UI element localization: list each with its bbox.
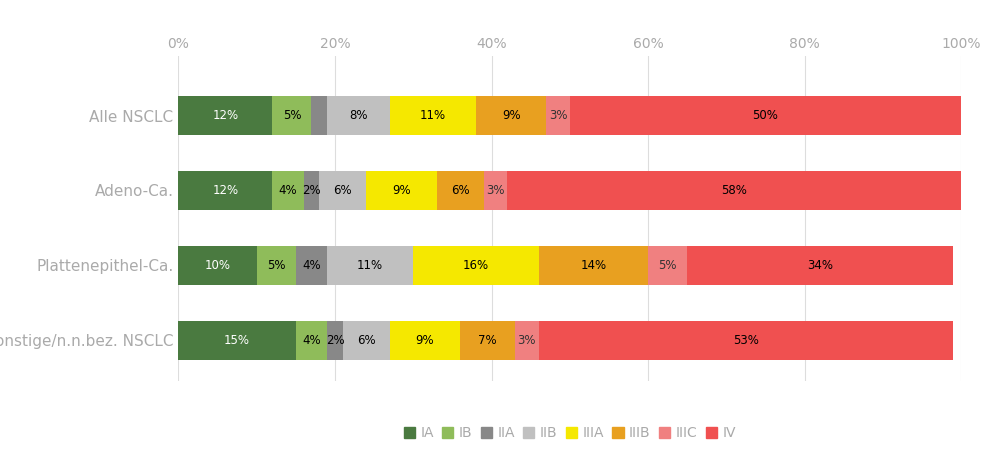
Bar (273, 171, 303, 210)
Bar (303, 171, 319, 210)
Bar (257, 246, 295, 285)
Bar (311, 96, 327, 135)
Text: 6%: 6% (451, 184, 470, 197)
Text: 14%: 14% (581, 259, 606, 272)
Bar (273, 96, 311, 135)
Bar (367, 171, 437, 210)
Text: 34%: 34% (808, 259, 833, 272)
Bar (570, 96, 961, 135)
Text: 9%: 9% (392, 184, 411, 197)
Text: 9%: 9% (501, 109, 520, 122)
Bar (327, 246, 413, 285)
Bar (437, 171, 484, 210)
Bar (538, 321, 953, 359)
Text: 50%: 50% (752, 109, 779, 122)
Text: 6%: 6% (357, 334, 376, 346)
Text: 4%: 4% (278, 184, 297, 197)
Bar (327, 96, 389, 135)
Text: 5%: 5% (658, 259, 677, 272)
Bar (515, 321, 538, 359)
Text: 10%: 10% (204, 259, 231, 272)
Bar (546, 96, 570, 135)
Text: 3%: 3% (487, 184, 504, 197)
Bar (178, 246, 257, 285)
Text: 11%: 11% (357, 259, 384, 272)
Bar (484, 171, 507, 210)
Text: 3%: 3% (549, 109, 567, 122)
Legend: IA, IB, IIA, IIB, IIIA, IIIB, IIIC, IV: IA, IB, IIA, IIB, IIIA, IIIB, IIIC, IV (398, 421, 741, 446)
Bar (507, 171, 961, 210)
Bar (295, 321, 327, 359)
Bar (389, 321, 460, 359)
Text: 2%: 2% (302, 184, 321, 197)
Bar (319, 171, 367, 210)
Text: 16%: 16% (463, 259, 489, 272)
Bar (476, 96, 546, 135)
Text: 8%: 8% (349, 109, 368, 122)
Bar (178, 321, 295, 359)
Text: 58%: 58% (721, 184, 747, 197)
Text: 3%: 3% (517, 334, 536, 346)
Bar (648, 246, 688, 285)
Text: 7%: 7% (479, 334, 496, 346)
Text: 9%: 9% (415, 334, 434, 346)
Bar (413, 246, 538, 285)
Bar (460, 321, 515, 359)
Text: 5%: 5% (267, 259, 285, 272)
Text: 4%: 4% (302, 334, 321, 346)
Bar (295, 246, 327, 285)
Text: 5%: 5% (282, 109, 301, 122)
Bar (178, 171, 273, 210)
Text: 6%: 6% (334, 184, 352, 197)
Bar (538, 246, 648, 285)
Bar (687, 246, 953, 285)
Text: 12%: 12% (212, 109, 239, 122)
Text: 2%: 2% (326, 334, 344, 346)
Text: 12%: 12% (212, 184, 239, 197)
Bar (327, 321, 343, 359)
Bar (389, 96, 476, 135)
Bar (343, 321, 389, 359)
Text: 15%: 15% (224, 334, 250, 346)
Bar (178, 96, 273, 135)
Text: 11%: 11% (420, 109, 446, 122)
Text: 4%: 4% (302, 259, 321, 272)
Text: 53%: 53% (733, 334, 759, 346)
